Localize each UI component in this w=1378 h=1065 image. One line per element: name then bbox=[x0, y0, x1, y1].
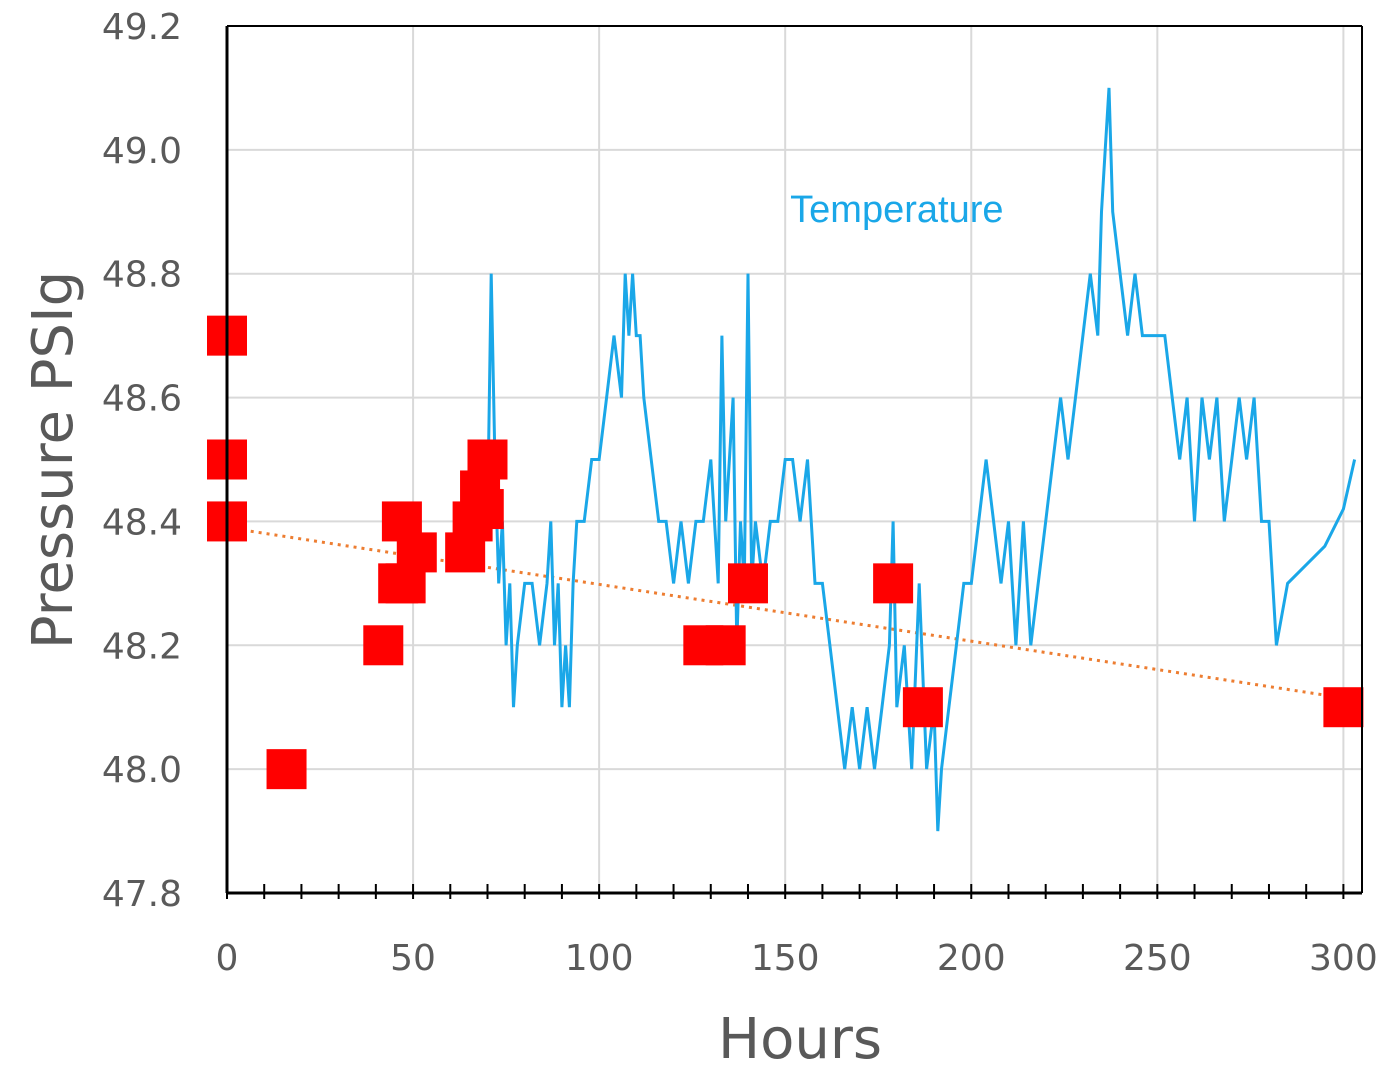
pressure-point bbox=[363, 625, 404, 666]
pressure-point bbox=[1323, 687, 1364, 728]
pressure-point bbox=[467, 439, 508, 480]
x-tick-label: 150 bbox=[751, 938, 820, 979]
pressure-point bbox=[396, 532, 437, 573]
annotations: Temperature bbox=[790, 189, 1003, 231]
temperature-line bbox=[486, 87, 1357, 832]
pressure-point bbox=[727, 563, 768, 604]
y-tick-label: 47.8 bbox=[102, 874, 182, 915]
x-tick-label: 200 bbox=[937, 938, 1006, 979]
x-axis-title: Hours bbox=[718, 1007, 882, 1065]
y-tick-label: 49.2 bbox=[102, 7, 182, 48]
pressure-point bbox=[902, 687, 943, 728]
tick-labels: 47.8 48.0 48.2 48.4 48.6 48.8 49.0 49.2 0 50 100 15… bbox=[102, 7, 1378, 979]
y-axis-title: Pressure PSIg bbox=[21, 271, 86, 649]
y-tick-label: 49.0 bbox=[102, 131, 182, 172]
axes bbox=[225, 25, 1363, 899]
x-tick-label: 0 bbox=[216, 938, 239, 979]
x-tick-label: 100 bbox=[565, 938, 634, 979]
pressure-points bbox=[207, 315, 1364, 790]
pressure-point bbox=[463, 489, 504, 530]
pressure-point bbox=[873, 563, 914, 604]
x-tick-label: 250 bbox=[1123, 938, 1192, 979]
pressure-point bbox=[266, 749, 307, 790]
y-tick-label: 48.0 bbox=[102, 750, 182, 791]
y-tick-label: 48.2 bbox=[102, 626, 182, 667]
y-tick-label: 48.6 bbox=[102, 379, 182, 420]
pressure-point bbox=[705, 625, 746, 666]
x-tick-label: 300 bbox=[1309, 938, 1378, 979]
x-tick-label: 50 bbox=[390, 938, 436, 979]
temperature-annotation: Temperature bbox=[790, 189, 1003, 231]
y-tick-label: 48.8 bbox=[102, 255, 182, 296]
temperature-series bbox=[486, 87, 1357, 832]
y-tick-label: 48.4 bbox=[102, 502, 182, 543]
